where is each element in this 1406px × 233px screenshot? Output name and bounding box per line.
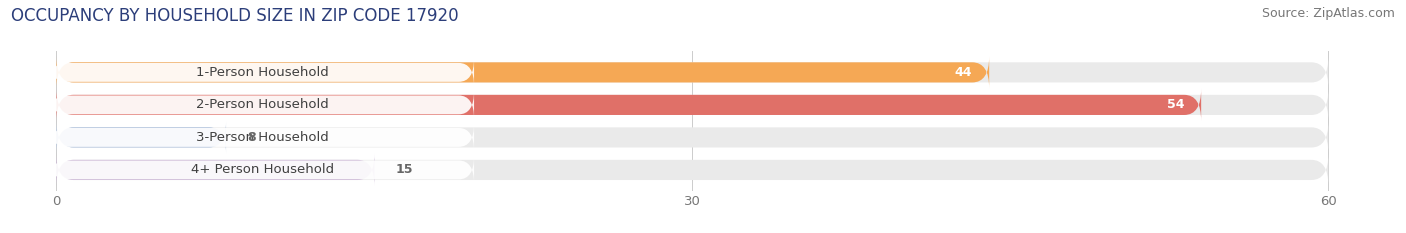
FancyBboxPatch shape bbox=[51, 58, 474, 86]
Text: 8: 8 bbox=[247, 131, 256, 144]
Text: 54: 54 bbox=[1167, 98, 1184, 111]
Text: 1-Person Household: 1-Person Household bbox=[195, 66, 329, 79]
FancyBboxPatch shape bbox=[56, 121, 226, 153]
FancyBboxPatch shape bbox=[51, 123, 474, 151]
FancyBboxPatch shape bbox=[56, 154, 374, 186]
FancyBboxPatch shape bbox=[51, 156, 474, 184]
Text: 2-Person Household: 2-Person Household bbox=[195, 98, 329, 111]
Text: 44: 44 bbox=[955, 66, 972, 79]
FancyBboxPatch shape bbox=[56, 89, 1201, 121]
FancyBboxPatch shape bbox=[51, 91, 474, 119]
FancyBboxPatch shape bbox=[56, 121, 1329, 153]
FancyBboxPatch shape bbox=[56, 56, 1329, 88]
Text: 3-Person Household: 3-Person Household bbox=[195, 131, 329, 144]
Text: 15: 15 bbox=[395, 163, 413, 176]
Text: OCCUPANCY BY HOUSEHOLD SIZE IN ZIP CODE 17920: OCCUPANCY BY HOUSEHOLD SIZE IN ZIP CODE … bbox=[11, 7, 458, 25]
Text: 4+ Person Household: 4+ Person Household bbox=[191, 163, 333, 176]
FancyBboxPatch shape bbox=[56, 154, 1329, 186]
FancyBboxPatch shape bbox=[56, 56, 990, 88]
FancyBboxPatch shape bbox=[56, 89, 1329, 121]
Text: Source: ZipAtlas.com: Source: ZipAtlas.com bbox=[1261, 7, 1395, 20]
